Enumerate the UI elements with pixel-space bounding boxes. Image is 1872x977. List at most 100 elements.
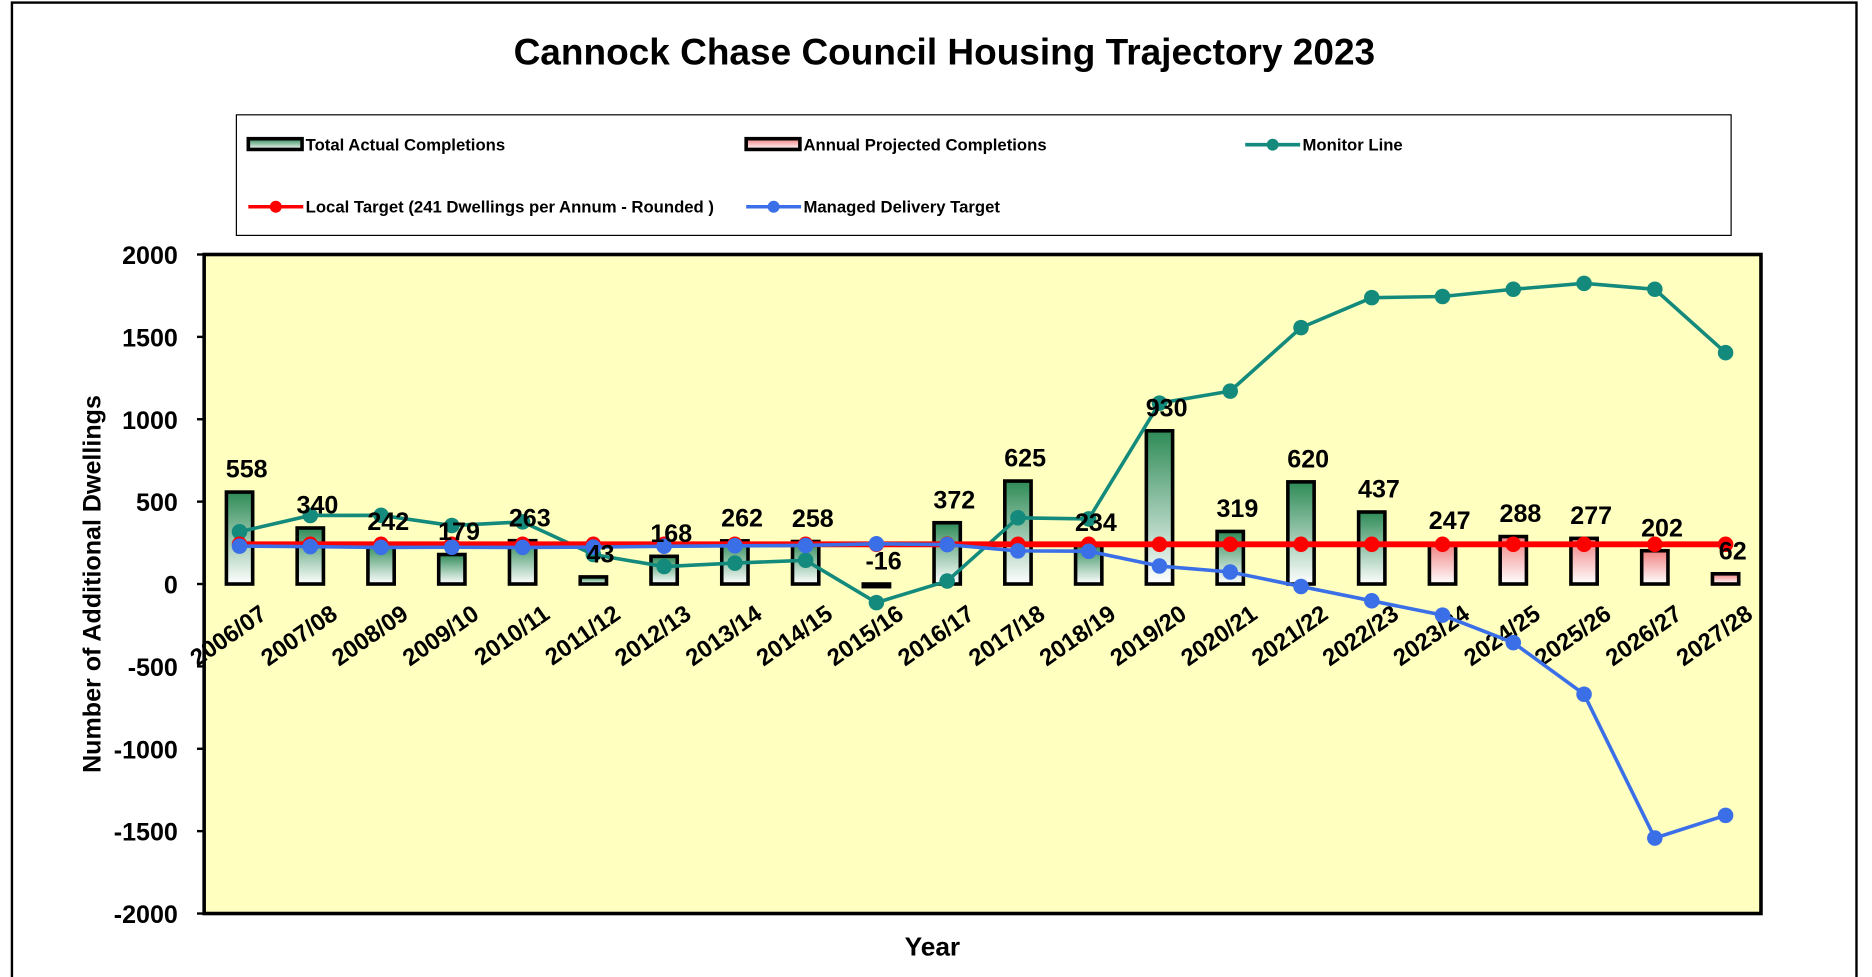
marker xyxy=(1151,536,1168,553)
marker xyxy=(1364,536,1380,553)
marker xyxy=(1647,281,1663,298)
data-label: 262 xyxy=(721,505,763,533)
data-label: 168 xyxy=(650,520,692,548)
marker xyxy=(1434,536,1451,553)
legend-label: Monitor Line xyxy=(1303,136,1403,155)
legend-marker xyxy=(1266,138,1279,151)
marker xyxy=(1647,830,1663,846)
marker xyxy=(1364,289,1380,306)
legend-label: Total Actual Completions xyxy=(306,136,506,155)
data-label: 179 xyxy=(438,518,480,546)
marker xyxy=(302,538,319,555)
marker xyxy=(1080,543,1097,559)
data-label: 234 xyxy=(1075,509,1117,537)
data-label: -16 xyxy=(865,548,901,576)
marker xyxy=(1151,395,1168,411)
marker xyxy=(1151,558,1168,574)
marker xyxy=(1576,686,1592,702)
bar xyxy=(436,552,467,586)
data-label: 437 xyxy=(1358,476,1400,504)
data-label: 930 xyxy=(1146,394,1188,422)
marker xyxy=(231,538,248,554)
marker xyxy=(585,539,602,555)
marker xyxy=(656,558,672,575)
data-label: 258 xyxy=(792,505,834,533)
marker xyxy=(302,507,319,524)
bar xyxy=(861,582,892,589)
data-label: 319 xyxy=(1216,495,1258,523)
data-label: 247 xyxy=(1429,507,1471,535)
y-tick-label: 1000 xyxy=(122,407,178,435)
y-tick-label: 2000 xyxy=(122,242,178,270)
marker xyxy=(1222,536,1238,553)
marker xyxy=(1364,593,1380,609)
legend-label: Local Target (241 Dwellings per Annum - … xyxy=(306,198,714,217)
legend-swatch xyxy=(246,136,304,152)
data-label: 625 xyxy=(1004,445,1046,473)
bar xyxy=(1639,548,1670,586)
marker xyxy=(1505,536,1522,553)
data-label: 43 xyxy=(587,541,615,569)
marker xyxy=(1717,344,1734,361)
legend-marker xyxy=(269,200,282,213)
data-label: 62 xyxy=(1719,537,1747,565)
bar xyxy=(295,526,326,586)
marker xyxy=(1010,543,1026,559)
y-axis-title: Number of Additional Dwellings xyxy=(78,395,106,773)
marker xyxy=(939,536,955,553)
marker xyxy=(727,555,743,571)
bar xyxy=(1286,480,1316,586)
marker xyxy=(1010,510,1026,526)
data-label: 372 xyxy=(933,486,975,514)
marker xyxy=(1293,319,1309,336)
chart-title: Cannock Chase Council Housing Trajectory… xyxy=(514,31,1376,73)
data-label: 263 xyxy=(509,504,551,532)
marker xyxy=(1647,536,1663,553)
legend-box xyxy=(235,114,1732,236)
marker xyxy=(373,539,389,556)
marker xyxy=(656,538,672,555)
x-axis-title: Year xyxy=(905,931,960,961)
y-tick-label: -1500 xyxy=(114,819,178,847)
legend-swatch xyxy=(744,136,802,152)
marker xyxy=(444,539,460,556)
marker xyxy=(727,538,743,554)
marker xyxy=(797,552,814,569)
marker xyxy=(939,573,955,589)
y-tick-label: -500 xyxy=(128,654,178,682)
data-label: 242 xyxy=(367,508,409,536)
y-tick-label: -1000 xyxy=(114,736,178,764)
marker xyxy=(1717,807,1734,824)
marker xyxy=(797,537,814,554)
marker xyxy=(444,517,460,534)
marker xyxy=(1505,281,1522,298)
marker xyxy=(1576,536,1592,553)
marker xyxy=(1434,288,1451,305)
y-tick-label: 0 xyxy=(164,572,178,600)
data-label: 277 xyxy=(1570,502,1612,530)
legend-label: Managed Delivery Target xyxy=(803,198,1000,217)
marker xyxy=(1222,564,1238,580)
bar xyxy=(1710,572,1741,586)
marker xyxy=(373,507,389,524)
marker xyxy=(1293,536,1309,553)
marker xyxy=(868,536,885,552)
bar xyxy=(1356,510,1387,586)
marker xyxy=(1717,536,1734,553)
data-label: 288 xyxy=(1500,500,1542,528)
data-label: 340 xyxy=(297,492,339,520)
marker xyxy=(1222,383,1238,399)
marker xyxy=(1505,634,1522,651)
y-tick-label: 1500 xyxy=(122,324,178,352)
marker xyxy=(868,594,885,611)
marker xyxy=(1576,275,1592,292)
line xyxy=(239,542,1727,841)
marker xyxy=(514,514,531,530)
data-label: 558 xyxy=(226,456,268,484)
data-label: 202 xyxy=(1641,514,1683,542)
marker xyxy=(514,539,531,556)
bar xyxy=(578,575,609,586)
marker xyxy=(231,524,248,540)
y-tick-label: -2000 xyxy=(114,901,178,929)
marker xyxy=(1293,578,1309,595)
